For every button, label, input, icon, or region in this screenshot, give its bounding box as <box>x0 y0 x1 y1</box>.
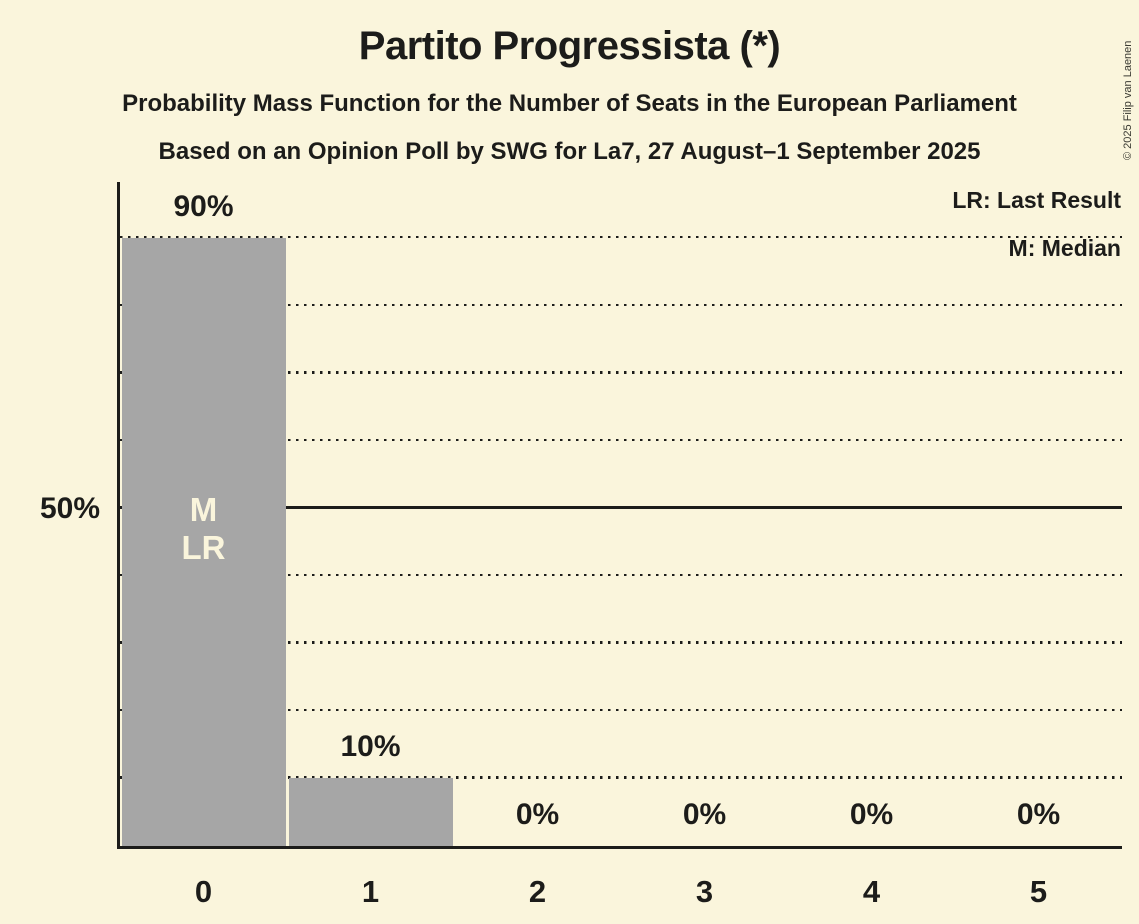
x-tick-label-3: 3 <box>695 874 714 909</box>
gridline-70-percent <box>120 371 1122 374</box>
value-label-seats-1: 10% <box>340 730 401 764</box>
x-tick-label-2: 2 <box>528 874 547 909</box>
x-tick-label-1: 1 <box>361 874 380 909</box>
x-tick-label-4: 4 <box>862 874 881 909</box>
x-tick-label-0: 0 <box>194 874 213 909</box>
chart-area: 90% 0 10% 1 0% 2 0% 3 0% 4 0% 5 M LR <box>117 182 1122 909</box>
x-tick-label-5: 5 <box>1029 874 1048 909</box>
legend-median: M: Median <box>1008 235 1121 261</box>
value-label-seats-4: 0% <box>849 798 894 831</box>
y-axis-50-percent-label: 50% <box>39 492 100 525</box>
chart-title: Partito Progressista (*) <box>358 24 781 68</box>
bar-seats-0 <box>121 238 286 846</box>
gridline-20-percent <box>120 708 1122 712</box>
chart-subtitle: Probability Mass Function for the Number… <box>122 90 1017 117</box>
median-last-result-annotation: M LR <box>122 491 286 567</box>
chart-poll-source: Based on an Opinion Poll by SWG for La7,… <box>158 138 981 165</box>
legend-last-result: LR: Last Result <box>952 187 1121 213</box>
copyright-text: © 2025 Filip van Laenen <box>1122 40 1134 160</box>
gridline-10-percent <box>120 776 1122 779</box>
value-label-seats-2: 0% <box>515 798 560 831</box>
annotation-line-m: M <box>189 491 218 528</box>
gridline-30-percent <box>120 641 1122 644</box>
copyright-notice: © 2025 Filip van Laenen <box>1122 8 1136 160</box>
annotation-line-lr: LR <box>181 529 226 566</box>
solid-line-50-percent <box>120 506 1122 510</box>
gridline-40-percent <box>120 573 1122 577</box>
gridline-60-percent <box>120 438 1122 442</box>
gridline-90-percent <box>120 236 1122 239</box>
value-label-seats-0: 90% <box>173 190 234 223</box>
value-label-seats-3: 0% <box>682 798 727 831</box>
bar-seats-1 <box>288 778 453 846</box>
value-label-seats-5: 0% <box>1016 798 1061 831</box>
gridline-80-percent <box>120 303 1122 306</box>
